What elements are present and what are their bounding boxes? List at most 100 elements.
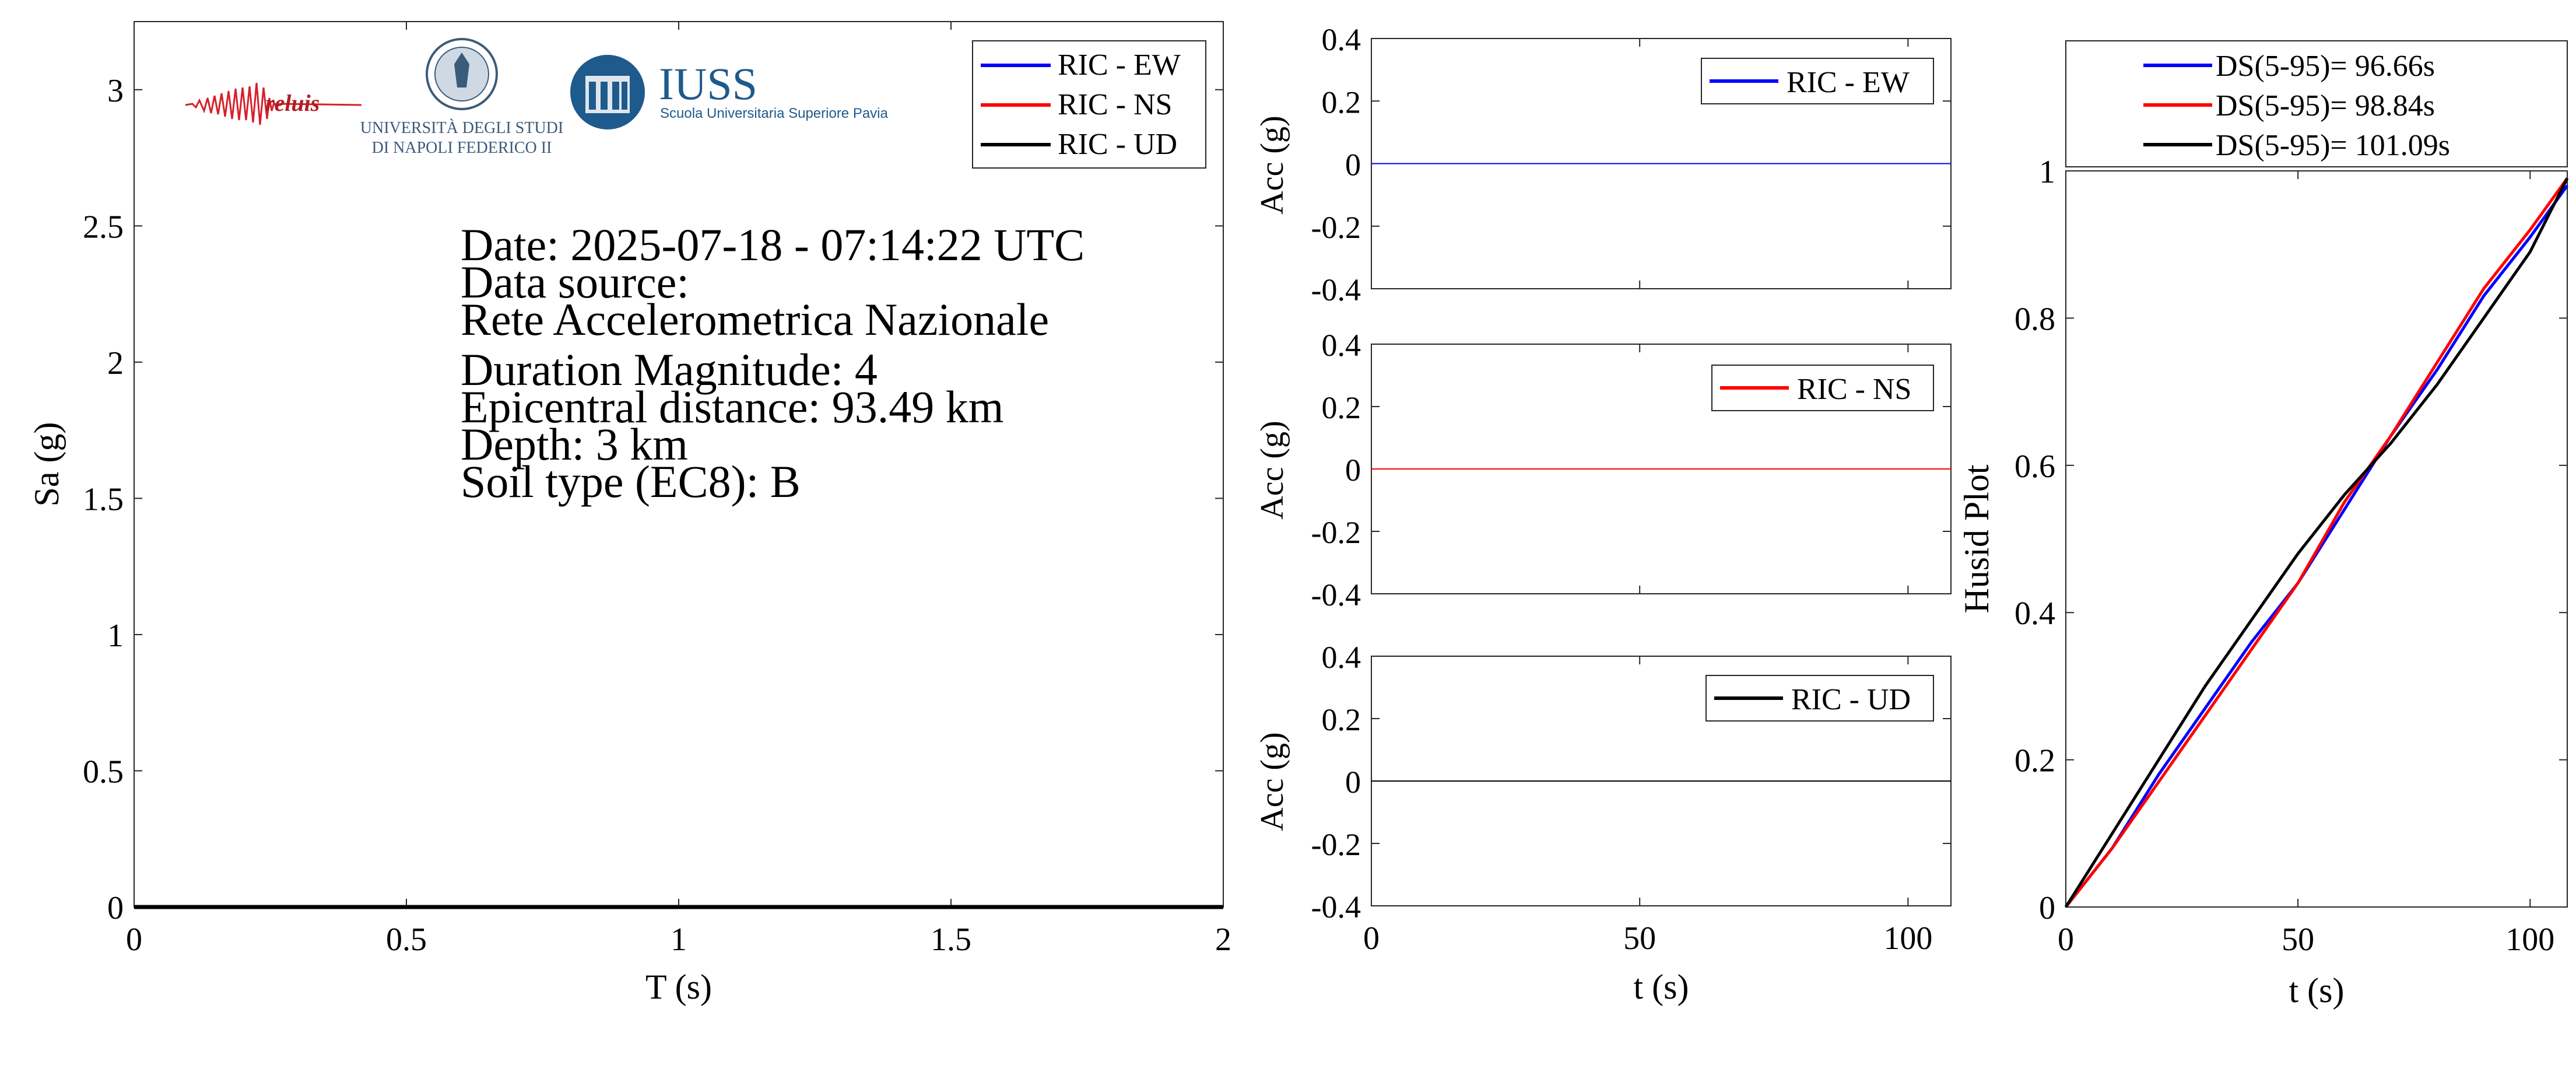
spectrum-y-tick-label: 1.5 <box>83 481 124 517</box>
legend-label-ew: RIC - EW <box>1058 48 1181 82</box>
accel-ew-y-tick-label: -0.4 <box>1311 272 1361 307</box>
accel-panel-ns: 0.4 0.2 0 -0.2 -0.4 Acc (g) RIC - NS <box>1254 328 1952 612</box>
spectrum-x-tick-label: 1.5 <box>931 922 971 958</box>
husid-series <box>2064 177 2569 908</box>
spectrum-x-tick-label: 2 <box>1215 922 1231 958</box>
accel-ns-y-ticks: 0.4 0.2 0 -0.2 -0.4 <box>1311 328 1951 612</box>
accel-ud-x-tick-label: 0 <box>1363 920 1380 957</box>
husid-legend: DS(5-95)= 96.66s DS(5-95)= 98.84s DS(5-9… <box>2065 40 2568 167</box>
accel-ud-legend-label: RIC - UD <box>1791 683 1911 716</box>
legend-label-ud: RIC - UD <box>1058 128 1177 161</box>
reluis-waveform <box>185 82 362 125</box>
accel-ud-y-label: Acc (g) <box>1254 732 1290 831</box>
accel-ew-legend-label: RIC - EW <box>1787 66 1910 99</box>
spectrum-y-tick-label: 0.5 <box>83 754 124 790</box>
spectrum-x-tick-label: 0 <box>126 922 142 958</box>
spectrum-y-tick-label: 2.5 <box>83 209 124 245</box>
accel-ud-y-tick-label: 0.2 <box>1322 702 1361 737</box>
husid-x-tick-label: 50 <box>2282 922 2314 958</box>
spectrum-y-tick-label: 1 <box>107 618 124 654</box>
accel-ud-x-tick-label: 50 <box>1623 920 1656 957</box>
accel-ud-y-tick-label: 0.4 <box>1322 640 1361 675</box>
spectrum-x-label: T (s) <box>645 968 712 1006</box>
husid-panel: 0 50 100 0 0.2 0.4 0.6 0.8 1 t (s) Husid Plot D… <box>1957 40 2569 1010</box>
unina-line-2: DI NAPOLI FEDERICO II <box>372 139 552 157</box>
accel-ud-y-tick-label: 0 <box>1345 765 1361 800</box>
husid-series-2 <box>2065 177 2569 908</box>
accel-panel-ud: 0.4 0.2 0 -0.2 -0.4 0 50 100 Acc (g) t (s) RIC… <box>1254 640 1952 1006</box>
accel-ns-y-label: Acc (g) <box>1254 421 1290 519</box>
spectrum-legend: RIC - EW RIC - NS RIC - UD <box>972 40 1206 169</box>
accel-panel-ew: 0.4 0.2 0 -0.2 -0.4 Acc (g) RIC - EW <box>1254 22 1952 307</box>
spectrum-y-tick-label: 0 <box>107 890 124 926</box>
spectrum-axes-box <box>134 21 1224 908</box>
accel-ew-y-tick-label: 0.4 <box>1322 22 1361 57</box>
accel-ud-legend: RIC - UD <box>1705 675 1934 722</box>
husid-y-ticks: 0 0.2 0.4 0.6 0.8 1 <box>2015 154 2567 926</box>
husid-y-tick-label: 1 <box>2039 154 2055 190</box>
accel-ns-legend: RIC - NS <box>1711 365 1934 411</box>
unina-line-1: UNIVERSITÀ DEGLI STUDI <box>360 119 563 137</box>
spectrum-x-ticks: 0 0.5 1 1.5 2 <box>126 22 1231 958</box>
event-info: Date: 2025-07-18 - 07:14:22 UTC Data sou… <box>461 219 1085 507</box>
iuss-title: IUSS <box>659 58 757 109</box>
accel-ns-legend-label: RIC - NS <box>1797 373 1911 406</box>
epicentral-distance: Epicentral distance: 93.49 km <box>461 381 1003 432</box>
husid-y-tick-label: 0.6 <box>2015 449 2055 485</box>
spectrum-x-tick-label: 1 <box>671 922 687 958</box>
accel-ns-y-tick-label: 0.2 <box>1322 390 1361 425</box>
husid-x-label: t (s) <box>2289 971 2345 1010</box>
husid-y-tick-label: 0.4 <box>2015 596 2055 632</box>
husid-y-tick-label: 0 <box>2039 890 2055 926</box>
accel-ns-x-ticks <box>1371 344 1909 594</box>
husid-series-1 <box>2065 184 2569 908</box>
husid-legend-label-3: DS(5-95)= 101.09s <box>2216 129 2450 162</box>
accel-ew-y-tick-label: 0.2 <box>1322 85 1361 120</box>
accel-x-label: t (s) <box>1634 968 1689 1006</box>
spectrum-y-tick-label: 3 <box>107 73 124 109</box>
spectrum-y-label: Sa (g) <box>27 422 66 507</box>
accel-ns-y-tick-label: -0.4 <box>1311 577 1361 612</box>
husid-series-3 <box>2064 177 2569 908</box>
husid-x-ticks: 0 50 100 <box>2058 171 2554 958</box>
husid-y-label: Husid Plot <box>1957 464 1996 613</box>
spectrum-y-ticks: 0 0.5 1 1.5 2 2.5 3 <box>83 73 1223 926</box>
husid-y-tick-label: 0.8 <box>2015 301 2055 337</box>
legend-label-ns: RIC - NS <box>1058 88 1172 121</box>
husid-legend-label-2: DS(5-95)= 98.84s <box>2216 89 2435 122</box>
accel-ns-y-tick-label: 0.4 <box>1322 328 1361 363</box>
accel-ud-y-ticks: 0.4 0.2 0 -0.2 -0.4 <box>1311 640 1951 925</box>
accel-ew-legend: RIC - EW <box>1701 58 1934 104</box>
unina-logo: UNIVERSITÀ DEGLI STUDI DI NAPOLI FEDERIC… <box>360 38 563 157</box>
data-source-value: Rete Accelerometrica Nazionale <box>461 294 1049 345</box>
spectrum-y-tick-label: 2 <box>107 345 124 381</box>
accel-ud-x-ticks: 0 50 100 <box>1363 656 1932 957</box>
accel-ud-x-tick-label: 100 <box>1883 920 1932 957</box>
accel-ew-y-ticks: 0.4 0.2 0 -0.2 -0.4 <box>1311 22 1951 307</box>
reluis-logo: reluis <box>185 82 362 125</box>
accel-ew-y-tick-label: -0.2 <box>1311 210 1361 245</box>
accel-ew-y-label: Acc (g) <box>1254 115 1290 214</box>
accel-ew-y-tick-label: 0 <box>1345 148 1361 183</box>
iuss-subtitle: Scuola Universitaria Superiore Pavia <box>660 106 889 121</box>
data-source-label: Data source: <box>461 257 689 307</box>
spectrum-x-tick-label: 0.5 <box>386 922 427 958</box>
accel-ns-y-tick-label: 0 <box>1345 453 1361 488</box>
husid-x-tick-label: 0 <box>2058 922 2074 958</box>
reluis-wordmark: reluis <box>265 90 320 116</box>
accel-ud-y-tick-label: -0.4 <box>1311 890 1361 925</box>
spectrum-panel: 0 0.5 1 1.5 2 0 0.5 1 1.5 2 2.5 3 T (s) Sa (g) rel… <box>27 21 1231 1006</box>
accel-ud-y-tick-label: -0.2 <box>1311 827 1361 862</box>
soil-type: Soil type (EC8): B <box>461 456 801 507</box>
husid-y-tick-label: 0.2 <box>2015 743 2055 779</box>
accel-ew-x-ticks <box>1371 38 1909 289</box>
husid-legend-label-1: DS(5-95)= 96.66s <box>2216 50 2435 83</box>
duration-magnitude: Duration Magnitude: 4 <box>461 344 878 395</box>
husid-x-tick-label: 100 <box>2505 922 2554 958</box>
event-date: Date: 2025-07-18 - 07:14:22 UTC <box>461 219 1085 270</box>
accel-ns-y-tick-label: -0.2 <box>1311 515 1361 550</box>
husid-axes-box <box>2065 170 2568 908</box>
depth: Depth: 3 km <box>461 419 688 470</box>
iuss-logo: IUSS Scuola Universitaria Superiore Pavi… <box>570 55 889 129</box>
